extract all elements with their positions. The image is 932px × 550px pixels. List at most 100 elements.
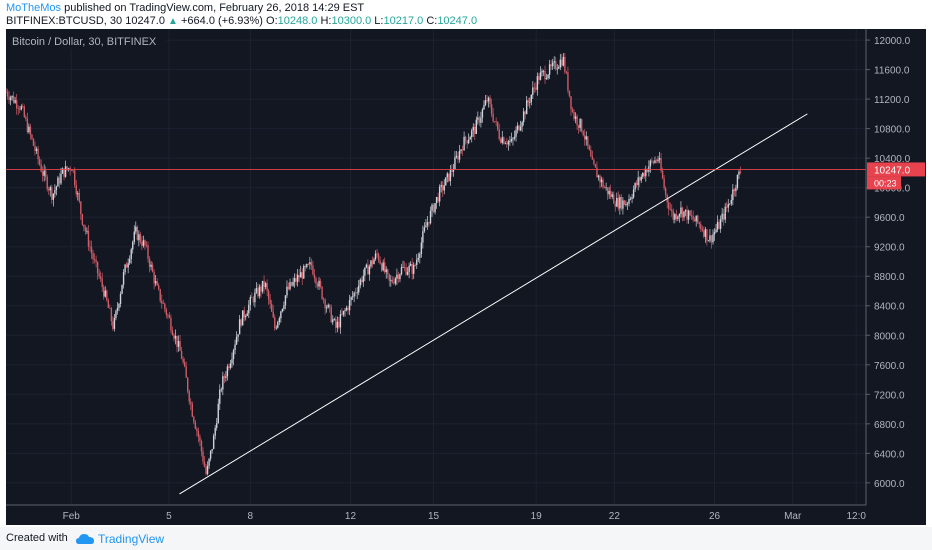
candle-body	[506, 143, 508, 145]
candle-body	[156, 281, 158, 286]
candle-body	[446, 173, 448, 178]
tradingview-brand-link[interactable]: TradingView	[98, 532, 165, 546]
candle-body	[362, 275, 365, 283]
candle-body	[425, 225, 427, 228]
y-tick-label: 7200.0	[874, 390, 905, 401]
countdown-label: 00:23	[874, 178, 897, 188]
candle-body	[6, 91, 9, 97]
candle-body	[206, 465, 209, 474]
candle-body	[159, 289, 161, 301]
candle-body	[11, 95, 13, 98]
tradingview-cloud-icon[interactable]	[76, 533, 96, 545]
candle-body	[671, 209, 673, 212]
candle-body	[467, 139, 470, 144]
candle-body	[267, 290, 270, 300]
candle-body	[675, 214, 678, 219]
candle-body	[115, 310, 117, 318]
candle-body	[498, 129, 500, 140]
candle-body	[577, 125, 580, 128]
candle-body	[228, 366, 230, 369]
candle-body	[651, 160, 653, 162]
candle-body	[632, 189, 635, 198]
candle-body	[260, 286, 262, 292]
candle-body	[580, 119, 583, 132]
candle-body	[658, 158, 661, 160]
author-link[interactable]: MoTheMos	[6, 2, 62, 14]
candle-body	[107, 300, 110, 308]
candle-body	[280, 311, 282, 319]
candle-body	[41, 171, 44, 176]
candle-body	[521, 122, 523, 127]
candle-body	[248, 304, 250, 314]
candle-body	[321, 286, 323, 299]
candle-body	[345, 307, 348, 311]
candle-body	[551, 62, 554, 67]
candle-body	[28, 126, 30, 133]
candle-body	[270, 303, 273, 312]
candle-body	[443, 185, 445, 191]
publish-line: MoTheMos published on TradingView.com, F…	[6, 2, 364, 14]
candle-body	[342, 310, 345, 315]
candle-body	[332, 319, 334, 323]
candle-body	[687, 210, 690, 220]
candle-body	[208, 458, 210, 466]
candle-body	[377, 254, 380, 261]
candle-body	[257, 288, 259, 297]
candle-body	[64, 166, 67, 177]
candle-body	[153, 271, 155, 284]
candle-body	[20, 106, 22, 110]
candle-body	[205, 466, 207, 474]
candle-body	[438, 186, 441, 202]
candle-body	[391, 279, 394, 283]
candle-body	[585, 136, 587, 140]
candle-body	[329, 304, 331, 308]
chart-area[interactable]: Bitcoin / Dollar, 30, BITFINEX 12000.0 11…	[6, 29, 926, 525]
candle-body	[374, 253, 377, 260]
countdown-tag	[867, 176, 901, 190]
candle-body	[458, 150, 461, 160]
candle-body	[643, 172, 645, 177]
candle-body	[513, 136, 516, 139]
candle-body	[689, 210, 691, 216]
candle-body	[385, 269, 387, 273]
candle-body	[390, 279, 392, 281]
last-price-tag	[867, 162, 925, 177]
candle-body	[713, 232, 716, 235]
candle-body	[527, 100, 529, 103]
candle-body	[304, 266, 306, 268]
candle-body	[724, 206, 726, 220]
y-tick-label: 7600.0	[874, 361, 905, 372]
published-text: published on TradingView.com, February 2…	[64, 2, 365, 14]
candle-body	[710, 235, 713, 243]
candle-body	[472, 126, 474, 131]
candle-body	[573, 111, 575, 119]
price-chart[interactable]: Bitcoin / Dollar, 30, BITFINEX 12000.0 11…	[6, 29, 926, 525]
candle-body	[409, 264, 412, 266]
candle-body	[359, 279, 361, 286]
candle-body	[684, 209, 687, 212]
candle-body	[449, 170, 452, 182]
candle-body	[426, 222, 429, 226]
candle-body	[325, 307, 328, 309]
candle-body	[109, 307, 111, 309]
candle-body	[478, 117, 481, 123]
candle-body	[445, 177, 447, 186]
time-axis[interactable]: Feb 5 8 12 15 19 22 26 Mar 12:0	[6, 504, 866, 522]
candle-body	[495, 121, 497, 123]
candle-body	[348, 300, 351, 311]
candle-body	[113, 317, 116, 329]
candle-body	[370, 260, 372, 267]
candle-body	[690, 215, 693, 217]
candle-body	[298, 274, 300, 278]
candle-body	[292, 281, 294, 286]
candle-body	[501, 137, 503, 143]
candle-body	[12, 95, 15, 103]
candle-body	[310, 262, 313, 266]
candles	[6, 52, 742, 476]
candle-body	[183, 362, 186, 367]
candle-body	[165, 309, 168, 315]
y-tick-label: 12000.0	[874, 36, 911, 47]
price-axis[interactable]: 12000.011600.011200.010800.010400.010000…	[865, 29, 925, 505]
trendline[interactable]	[179, 113, 808, 495]
candle-body	[45, 170, 47, 177]
